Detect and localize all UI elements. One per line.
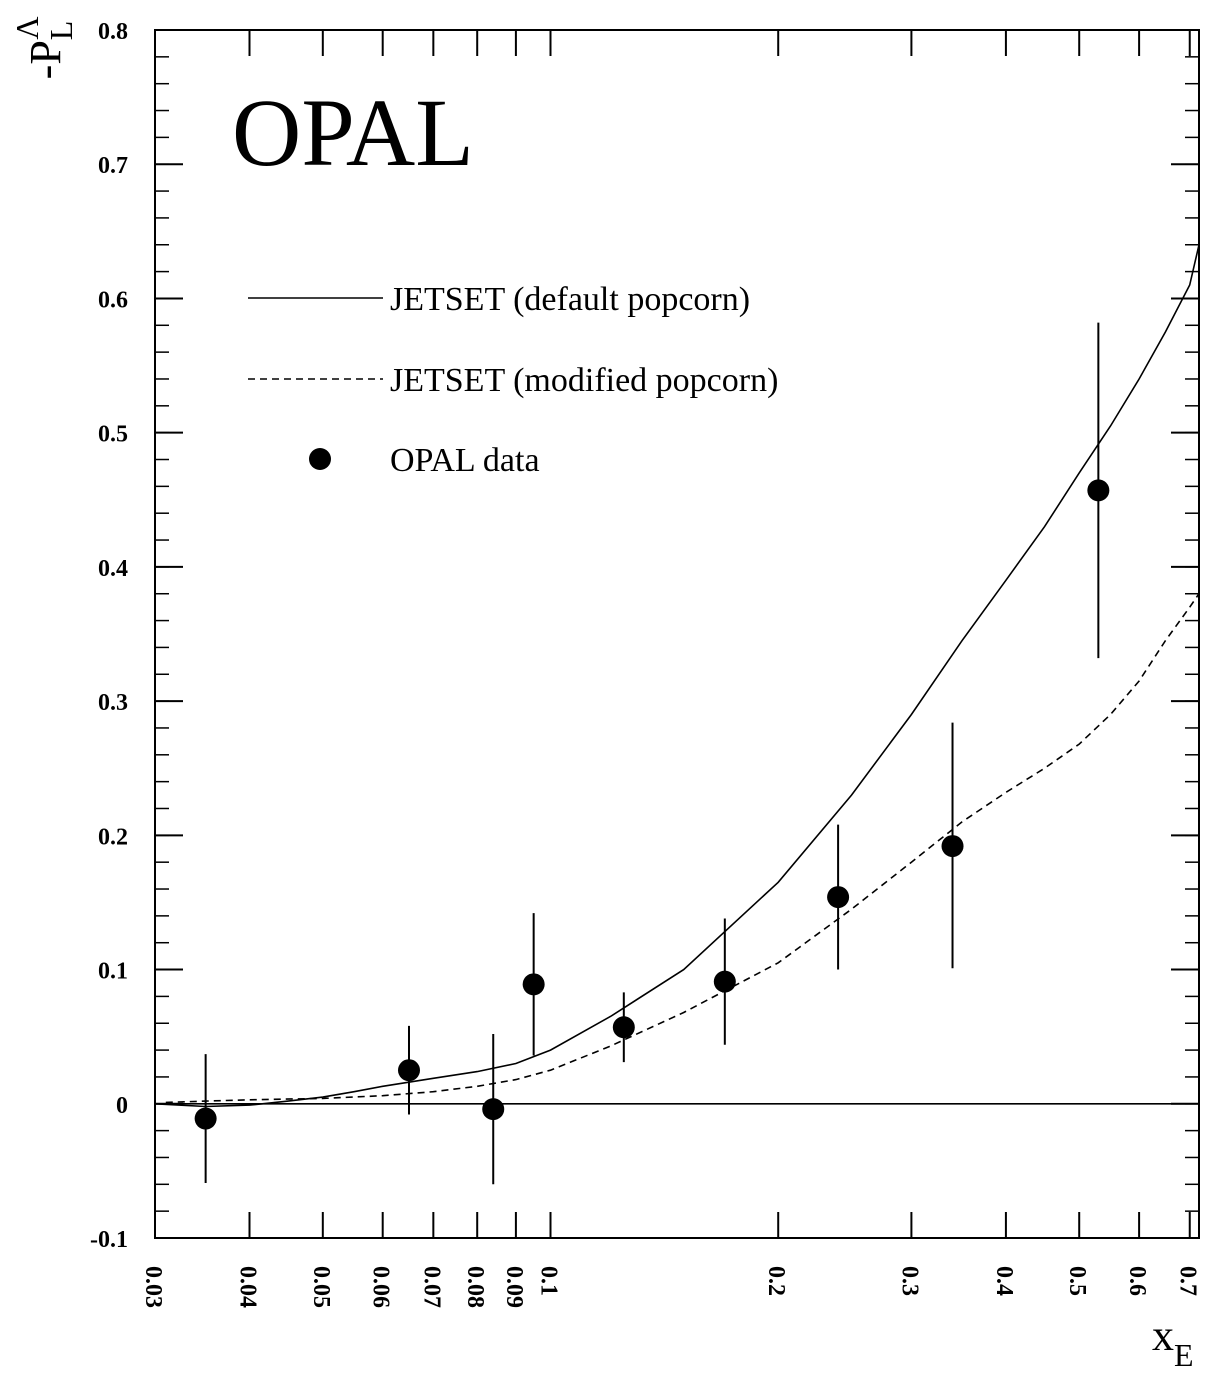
y-tick-label: 0 <box>116 1093 128 1119</box>
legend-label-data: OPAL data <box>390 442 540 479</box>
y-tick-label: 0.4 <box>98 556 128 582</box>
data-point <box>941 835 964 858</box>
y-tick-label: 0.1 <box>98 959 128 985</box>
svg-text:xE: xE <box>1152 1311 1194 1373</box>
legend-marker-sample <box>309 448 331 470</box>
svg-text:-PL: -PL <box>21 21 79 80</box>
y-tick-label: 0.2 <box>98 824 128 850</box>
y-axis-title: -PL Λ <box>9 16 79 79</box>
legend-label-modified: JETSET (modified popcorn) <box>390 362 778 399</box>
model-curves <box>154 244 1200 1108</box>
x-tick-label: 0.1 <box>536 1266 562 1296</box>
x-tick-label: 0.3 <box>896 1266 922 1296</box>
y-axis-title-main: -P <box>21 40 70 79</box>
data-point <box>522 973 545 996</box>
x-tick-label: 0.04 <box>235 1266 261 1308</box>
y-tick-label: 0.6 <box>98 287 128 313</box>
x-axis-title-sub: E <box>1174 1337 1194 1373</box>
x-tick-label: 0.06 <box>368 1266 394 1308</box>
opal-data-points <box>194 322 1110 1185</box>
opal-logo: OPAL <box>232 79 474 186</box>
x-tick-label: 0.6 <box>1124 1266 1150 1296</box>
x-tick-label: 0.4 <box>991 1266 1017 1296</box>
data-point <box>482 1098 505 1121</box>
x-tick-label: 0.03 <box>140 1266 166 1308</box>
y-tick-labels: -0.1 0 0.1 0.2 0.3 0.4 0.5 0.6 0.7 0.8 <box>90 19 128 1253</box>
default-popcorn-curve <box>154 244 1200 1108</box>
major-ticks <box>154 29 1199 1239</box>
legend: JETSET (default popcorn) JETSET (modifie… <box>248 281 778 479</box>
x-tick-label: 0.07 <box>418 1266 444 1308</box>
modified-popcorn-curve <box>165 593 1200 1104</box>
x-axis-title-main: x <box>1152 1311 1174 1360</box>
x-tick-label: 0.08 <box>462 1266 488 1308</box>
x-axis-title: xE <box>1152 1311 1194 1373</box>
plot-frame <box>154 29 1200 1239</box>
y-tick-label: -0.1 <box>90 1227 128 1253</box>
y-axis-title-sup: Λ <box>9 16 45 39</box>
data-point <box>612 1016 635 1039</box>
data-point <box>1087 479 1110 502</box>
legend-label-default: JETSET (default popcorn) <box>390 281 750 318</box>
data-point <box>194 1107 217 1130</box>
y-tick-label: 0.8 <box>98 19 128 45</box>
y-tick-label: 0.5 <box>98 422 128 448</box>
y-axis-title-sub: L <box>43 21 79 41</box>
x-tick-label: 0.2 <box>763 1266 789 1296</box>
data-point <box>713 970 736 993</box>
y-tick-label: 0.3 <box>98 690 128 716</box>
data-point <box>397 1059 420 1082</box>
data-point <box>827 886 850 909</box>
x-tick-labels: 0.03 0.04 0.05 0.06 0.07 0.08 0.09 0.1 0.2 0.3 0.4… <box>140 1266 1201 1308</box>
x-tick-label: 0.05 <box>308 1266 334 1308</box>
x-tick-label: 0.5 <box>1064 1266 1090 1296</box>
x-tick-label: 0.7 <box>1175 1266 1201 1296</box>
x-tick-label: 0.09 <box>501 1266 527 1308</box>
y-tick-label: 0.7 <box>98 153 128 179</box>
minor-ticks <box>155 29 1199 1239</box>
